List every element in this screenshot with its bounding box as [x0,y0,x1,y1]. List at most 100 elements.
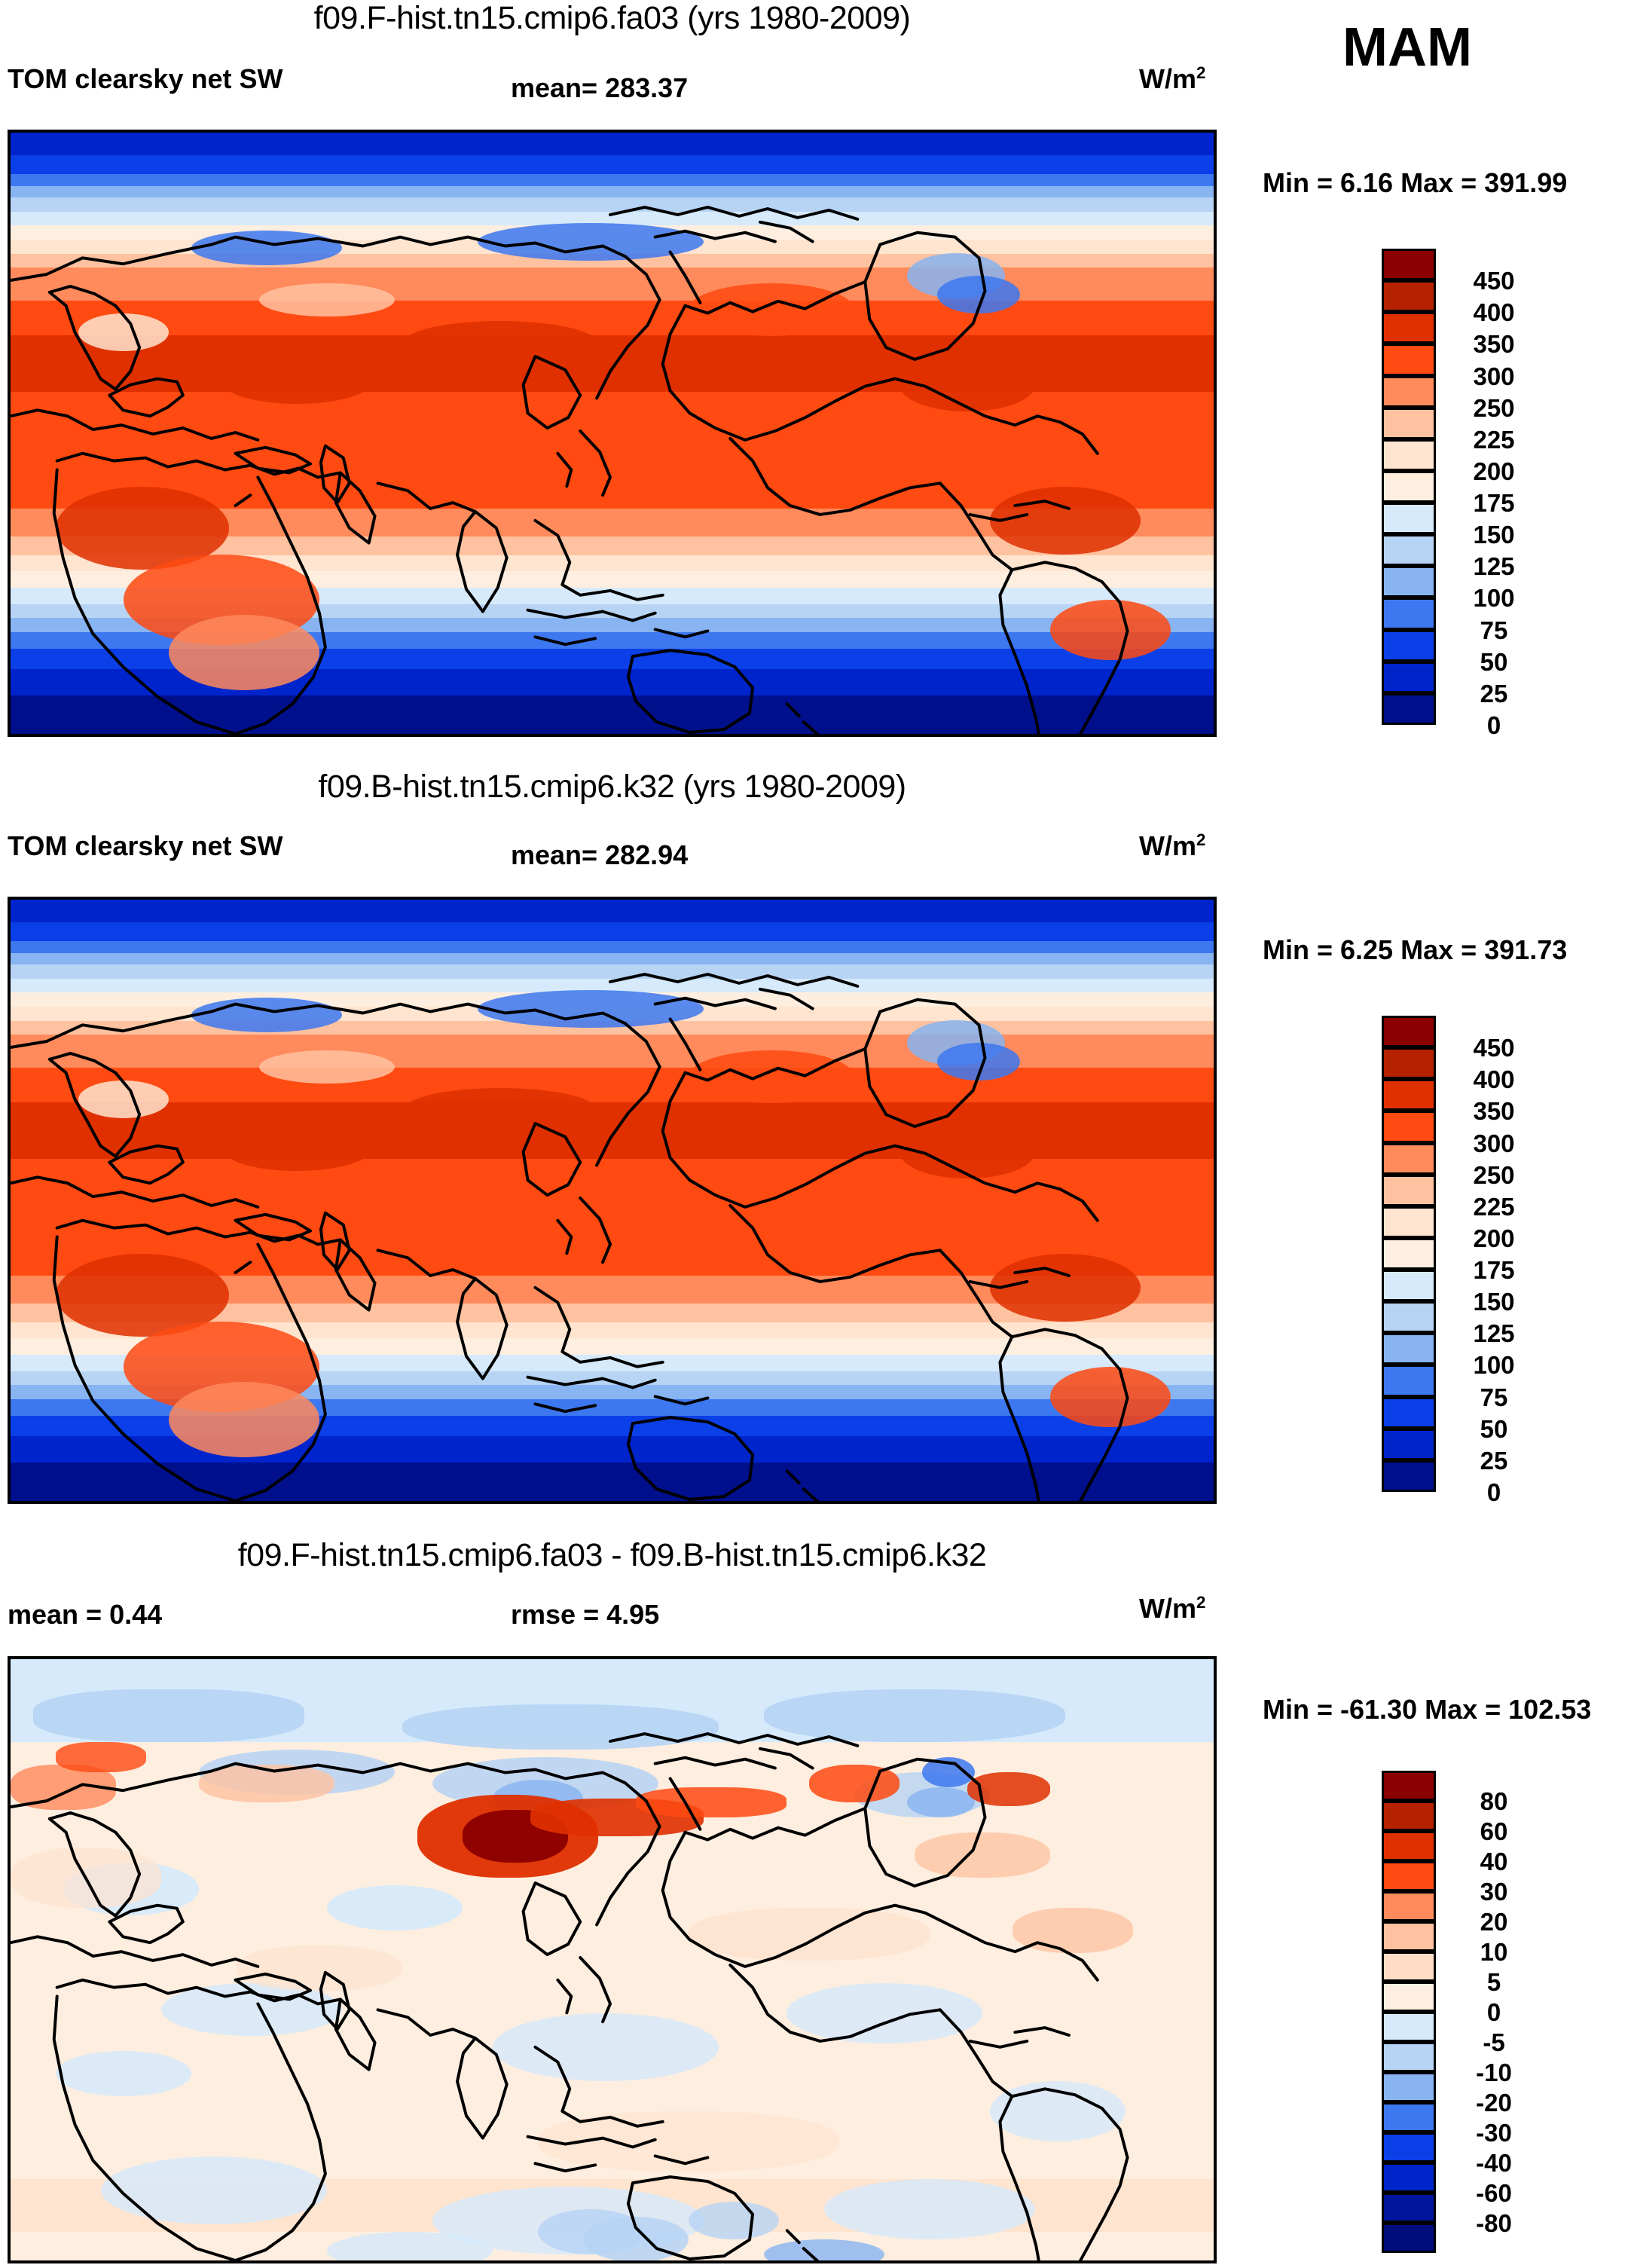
contour-band [11,272,1214,276]
contour-band [11,1118,1214,1123]
difference-band [11,2262,1214,2263]
contour-band [11,1077,1214,1081]
colorbar-1-tick-label: 300 [1473,362,1515,390]
contour-band [11,372,1214,377]
contour-band [11,941,1214,945]
contour-band [11,400,1214,405]
contour-blob [990,1254,1141,1322]
contour-band [11,431,1214,435]
contour-band [11,1111,1214,1115]
contour-band [11,1139,1214,1144]
contour-band [11,190,1214,194]
contour-band [11,321,1214,325]
contour-band [11,1340,1214,1344]
contour-band [11,283,1214,288]
contour-band [11,1457,1214,1461]
difference-anomaly [689,1908,930,1961]
contour-band [11,363,1214,367]
contour-band [11,497,1214,500]
map-panel-1[interactable] [8,130,1217,737]
contour-band [11,1427,1214,1431]
contour-band [11,1249,1214,1253]
contour-band [11,423,1214,428]
contour-band [11,195,1214,199]
colorbar-2-swatch [1382,1301,1436,1334]
contour-band [11,629,1214,634]
contour-band [11,1074,1214,1078]
contour-band [11,1359,1214,1363]
contour-band [11,1194,1214,1197]
contour-band [11,417,1214,421]
contour-band [11,988,1214,992]
contour-band [11,1383,1214,1386]
colorbar-1-tick-label: 175 [1473,489,1515,518]
contour-band [11,1319,1214,1323]
contour-band [11,1235,1214,1239]
contour-band [11,330,1214,335]
contour-band [11,1027,1214,1032]
colorbar-3-swatch [1382,2102,1436,2132]
panel-1-mean: mean= 283.37 [511,72,689,103]
contour-band [11,567,1214,570]
map-panel-2[interactable] [8,897,1217,1504]
contour-band [11,595,1214,598]
colorbar-3-tick-label: 60 [1480,1817,1508,1845]
map-2-coastlines [11,900,1214,1501]
map-panel-3[interactable] [8,1656,1217,2263]
contour-band [11,536,1214,540]
contour-band [11,1497,1214,1501]
colorbar-1[interactable]: 450 400 350 300 250 225 200 175 150 125 100 75 50 25 0 [1382,249,1515,738]
contour-band [11,986,1214,989]
contour-band [11,1322,1214,1325]
contour-band [11,338,1214,341]
panel-3-title: f09.F-hist.tn15.cmip6.fa03 - f09.B-hist.… [237,1537,987,1573]
contour-band [11,1289,1214,1293]
contour-band [11,1147,1214,1151]
colorbar-3[interactable]: 80 60 40 30 20 10 5 0 -5 -10 -20 -30 -40 -60 -80 [1382,1771,1512,2253]
panel-3-units: W/m2 [1139,1593,1205,1625]
contour-band [11,1224,1214,1227]
contour-band [11,197,1214,201]
contour-band [11,421,1214,426]
contour-band [11,697,1214,701]
contour-band [11,323,1214,328]
contour-band [11,552,1214,556]
contour-band [11,468,1214,472]
contour-band [11,1336,1214,1340]
contour-band [11,946,1214,949]
contour-band [11,1247,1214,1251]
contour-band [11,546,1214,549]
difference-anomaly [689,2202,779,2239]
contour-band [11,1102,1214,1106]
colorbar-2[interactable]: 450 400 350 300 250 225 200 175 150 125 100 75 50 25 0 [1382,1016,1515,1505]
difference-anomaly [402,1704,719,1750]
colorbar-3-tick-label: -5 [1483,2028,1505,2056]
contour-band [11,1389,1214,1393]
contour-band [11,561,1214,566]
contour-band [11,1196,1214,1200]
contour-band [11,454,1214,458]
contour-band [11,344,1214,348]
contour-band [11,1349,1214,1354]
contour-band [11,1177,1214,1181]
contour-band [11,326,1214,330]
colorbar-3-swatch [1382,1801,1436,1831]
contour-band [11,952,1214,957]
contour-band [11,1476,1214,1480]
contour-band [11,181,1214,185]
panel-1-minmax: Min = 6.16 Max = 391.99 [1263,167,1568,198]
contour-band [11,1294,1214,1298]
contour-band [11,377,1214,381]
contour-band [11,1408,1214,1412]
contour-band [11,676,1214,680]
contour-band [11,627,1214,631]
contour-band [11,1221,1214,1225]
contour-band [11,720,1214,725]
colorbar-3-tick-label: 80 [1480,1787,1508,1815]
contour-band [11,667,1214,671]
contour-band [11,522,1214,526]
contour-band [11,1307,1214,1312]
contour-band [11,1438,1214,1442]
colorbar-3-swatch [1382,1831,1436,1861]
panel-1-units-text: W/m [1139,63,1196,94]
